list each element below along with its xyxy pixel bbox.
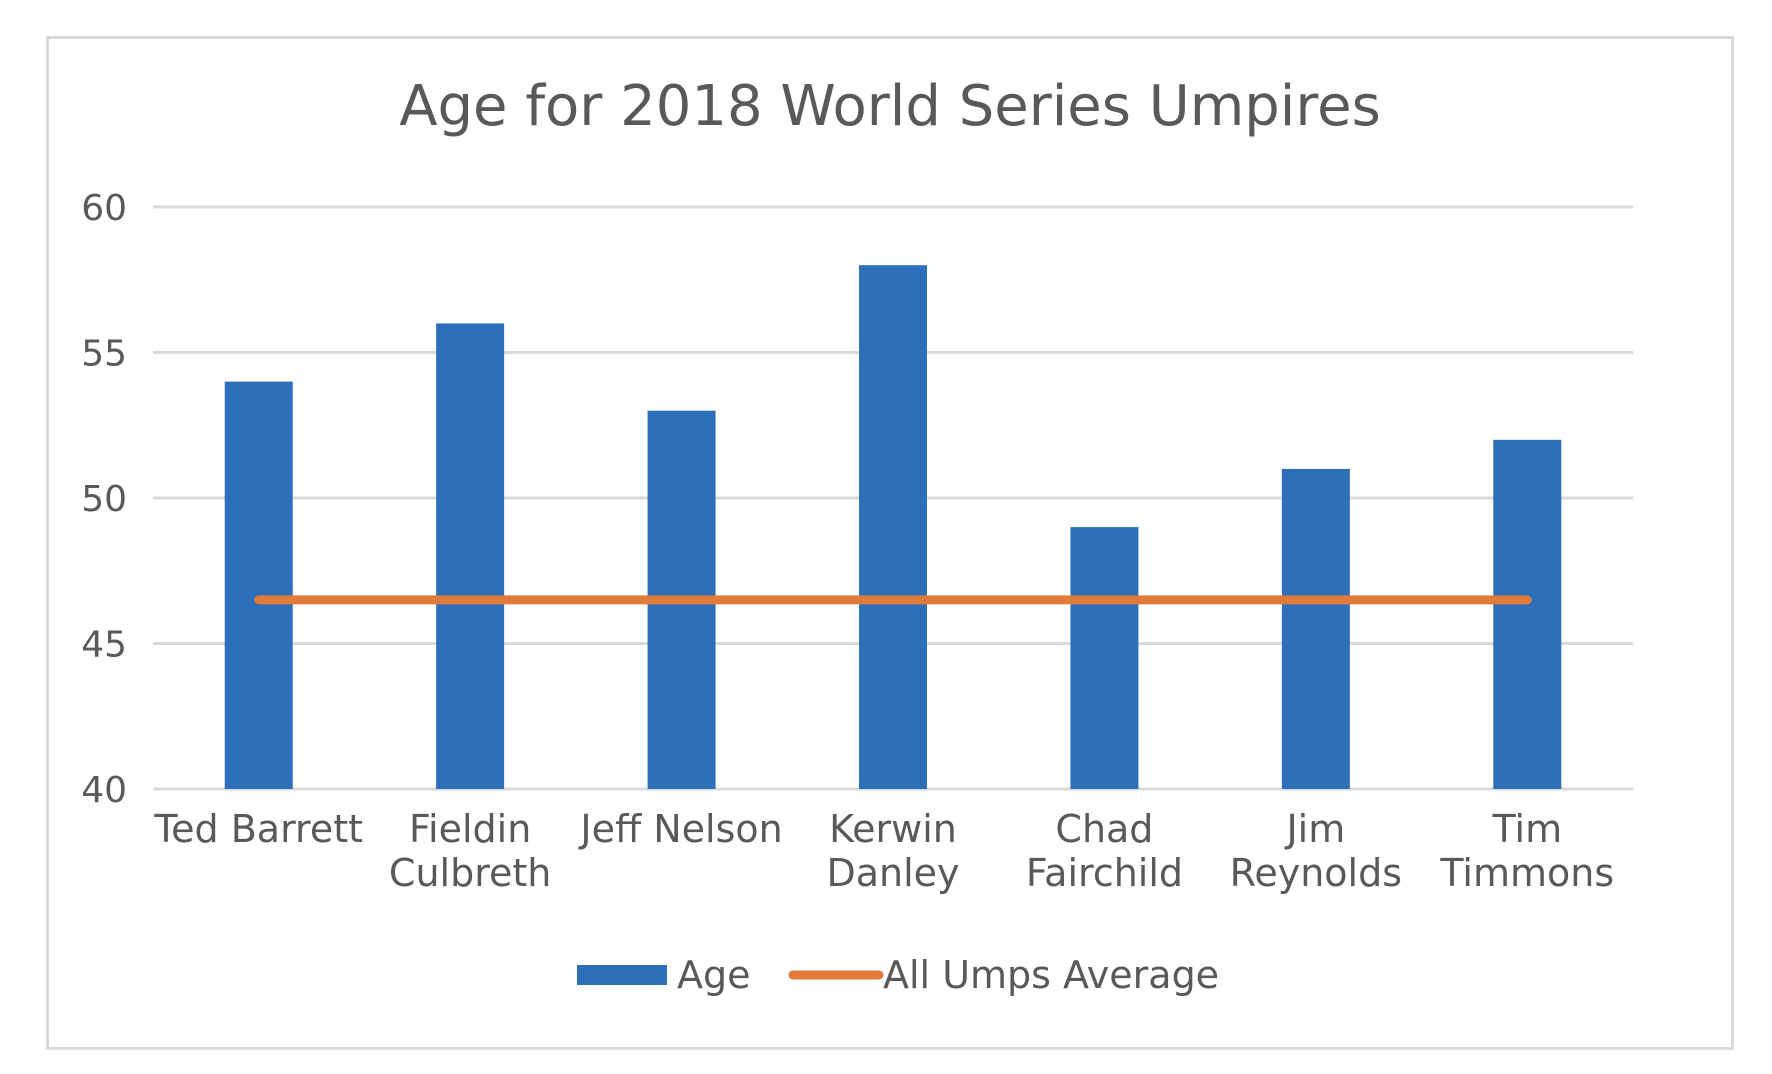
x-axis-category-labels: Ted Barrett Fieldin Culbreth Jeff Nelson Ker… — [153, 807, 1614, 895]
legend-label-average: All Umps Average — [883, 953, 1219, 997]
bar — [224, 381, 293, 789]
legend-label-age: Age — [677, 953, 751, 997]
x-category-label-line: Kerwin — [829, 807, 957, 851]
x-category-label: Tim Timmons — [1439, 807, 1614, 895]
x-category-label-line: Jim — [1284, 807, 1345, 851]
x-category-label-line: Danley — [826, 851, 959, 895]
y-tick-label: 60 — [81, 188, 127, 229]
bar — [436, 323, 505, 789]
x-category-label: Ted Barrett — [153, 807, 363, 851]
x-category-label: Jeff Nelson — [578, 807, 782, 851]
legend: Age All Umps Average — [577, 953, 1219, 997]
x-category-label-line: Fairchild — [1026, 851, 1183, 895]
x-category-label-line: Tim — [1491, 807, 1562, 851]
chart-frame: Age for 2018 World Series Umpires 40 45 50… — [46, 36, 1734, 1050]
y-tick-label: 40 — [81, 770, 127, 811]
y-tick-label: 50 — [81, 479, 127, 520]
x-category-label-line: Jeff Nelson — [578, 807, 782, 851]
x-category-label-line: Chad — [1055, 807, 1153, 851]
x-category-label-line: Fieldin — [409, 807, 531, 851]
bar — [859, 265, 927, 789]
x-category-label-line: Reynolds — [1230, 851, 1402, 895]
y-axis-tick-labels: 40 45 50 55 60 — [81, 188, 127, 811]
y-tick-label: 55 — [81, 334, 127, 375]
legend-swatch-age — [577, 965, 667, 985]
bar — [1070, 527, 1139, 789]
bars — [224, 265, 1562, 789]
bar — [1281, 468, 1350, 789]
x-category-label: Jim Reynolds — [1230, 807, 1402, 895]
x-category-label-line: Timmons — [1439, 851, 1614, 895]
x-category-label-line: Culbreth — [389, 851, 551, 895]
bar — [1493, 439, 1562, 789]
chart-svg: Age for 2018 World Series Umpires 40 45 50… — [81, 74, 1633, 997]
x-category-label: Fieldin Culbreth — [389, 807, 551, 895]
x-category-label: Chad Fairchild — [1026, 807, 1183, 895]
x-category-label: Kerwin Danley — [826, 807, 959, 895]
chart-title: Age for 2018 World Series Umpires — [399, 74, 1381, 139]
y-tick-label: 45 — [81, 625, 127, 666]
x-category-label-line: Ted Barrett — [153, 807, 363, 851]
